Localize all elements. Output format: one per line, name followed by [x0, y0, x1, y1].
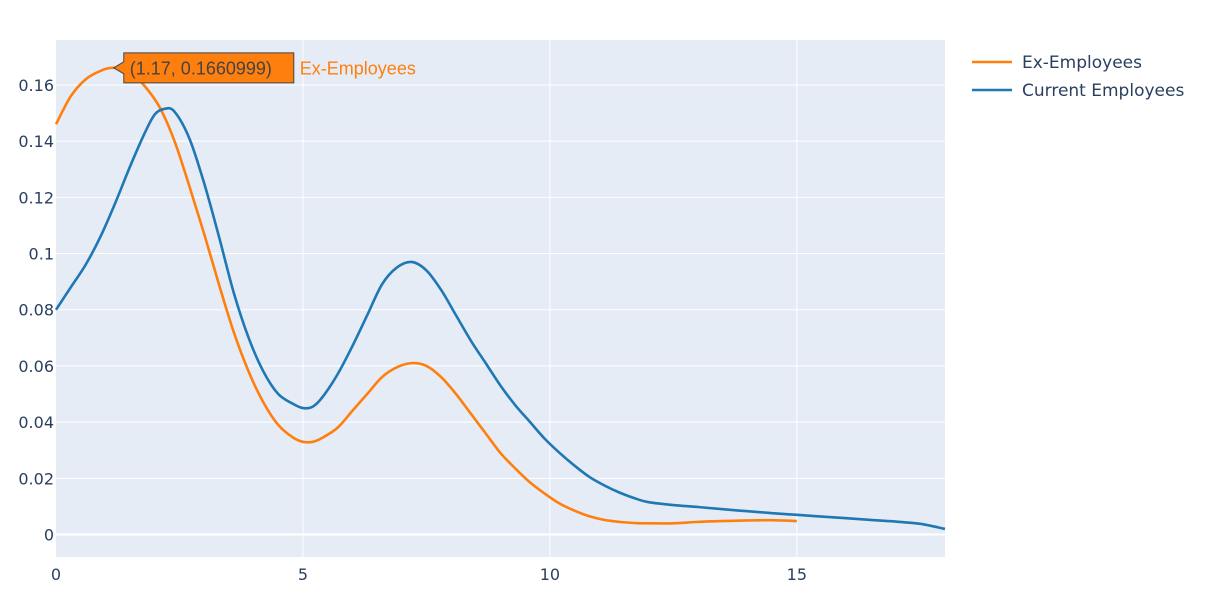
x-tick-label: 5 [298, 565, 308, 584]
hover-value-text: (1.17, 0.1660999) [130, 58, 272, 78]
series-line-current-employees[interactable] [54, 106, 946, 531]
gridlines [56, 40, 945, 557]
y-tick-label: 0 [44, 526, 54, 545]
y-tick-label: 0.14 [18, 132, 54, 151]
y-tick-label: 0.08 [18, 301, 54, 320]
legend-item-current-employees[interactable]: Current Employees [972, 81, 1184, 101]
legend-label: Ex-Employees [1022, 53, 1142, 73]
y-tick-label: 0.12 [18, 188, 54, 207]
y-tick-label: 0.06 [18, 357, 54, 376]
legend-item-ex-employees[interactable]: Ex-Employees [972, 53, 1142, 73]
plot-background [56, 40, 945, 557]
legend-label: Current Employees [1022, 81, 1184, 101]
y-tick-label: 0.1 [29, 245, 54, 264]
x-tick-label: 10 [540, 565, 560, 584]
x-tick-label: 15 [787, 565, 807, 584]
axis-ticks: 0 0.02 0.04 0.06 0.08 0.1 0.12 0.14 0.16 0 5 10 15 [18, 76, 807, 584]
hover-label: (1.17, 0.1660999) Ex-Employees [112, 52, 416, 84]
series-line-ex-employees[interactable] [54, 66, 797, 525]
legend[interactable]: Ex-Employees Current Employees [972, 53, 1184, 101]
hover-series-name: Ex-Employees [300, 58, 416, 78]
y-tick-label: 0.16 [18, 76, 54, 95]
hover-label-box [112, 52, 295, 84]
y-tick-label: 0.02 [18, 469, 54, 488]
y-tick-label: 0.04 [18, 413, 54, 432]
series-lines [54, 66, 946, 531]
x-tick-label: 0 [51, 565, 61, 584]
